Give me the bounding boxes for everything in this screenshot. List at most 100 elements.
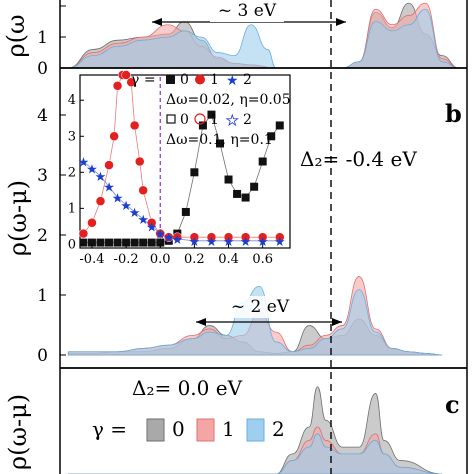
inset-xtick--0.2: -0.2: [114, 252, 139, 267]
inset-ytick-3: 3: [68, 129, 76, 144]
panel-c-series-gamma-0: [68, 386, 443, 474]
inset-legend-params-1: Δω=0.02, η=0.05: [166, 92, 291, 108]
panel-a-gap-label-bg: [210, 2, 284, 22]
panel-b-gap-arrow: [196, 318, 342, 326]
inset-legend-label-0b: 0: [180, 112, 189, 128]
panel-c-series-gamma-2: [68, 433, 443, 474]
panel-b-ylabel: ρ(ω-μ): [4, 180, 32, 256]
panel-b-ytick-3: 3: [37, 166, 48, 186]
inset-point-gamma-2: ★: [120, 199, 132, 214]
inset-point-gamma-0: [267, 132, 276, 141]
inset-ytick-2: 2: [68, 165, 76, 180]
panel-c-legend-swatch-1: [196, 418, 215, 442]
inset-point-gamma-0: [96, 238, 105, 247]
inset-legend-gamma: γ =: [131, 72, 156, 88]
inset-point-gamma-0: [113, 238, 122, 247]
inset-xtick-0.6: 0.6: [252, 252, 273, 267]
inset-point-gamma-1: [275, 232, 285, 242]
inset-legend-params-2: Δω=0.1, η=0.1: [166, 132, 273, 148]
inset-xtick-0.4: 0.4: [218, 252, 239, 267]
panel-b-series-gamma-2: [67, 285, 443, 356]
inset-point-gamma-1: [109, 131, 119, 142]
inset-point-gamma-2: ★: [189, 235, 201, 250]
inset-ytick-1: 1: [68, 201, 76, 216]
inset-point-gamma-0: [105, 238, 114, 247]
inset-points: ★★★★★★★★★★★★ ★ ★ ★ ★ ★ ★: [78, 70, 286, 250]
inset-xtick-0.2: 0.2: [184, 252, 205, 267]
inset-point-gamma-2: ★: [129, 206, 141, 221]
inset: ★★★★★★★★★★★★ ★ ★ ★ ★ ★ ★ -0.4 -0.2 0.0 0.2 0.4 0.6 …: [68, 70, 291, 267]
inset-legend-marker-1-filled: [195, 74, 205, 85]
inset-point-gamma-2: ★: [223, 235, 235, 250]
inset-line-gamma-2: [83, 161, 280, 242]
panel-a-ytick-1: 1: [37, 28, 48, 48]
inset-point-gamma-0: [275, 121, 284, 130]
panel-a-ytick-0: 0: [37, 59, 48, 79]
inset-yticks: 0 1 2 3 4: [68, 93, 84, 252]
inset-point-gamma-0: [241, 193, 250, 202]
inset-point-gamma-0: [122, 238, 131, 247]
inset-point-gamma-2: ★: [86, 163, 98, 178]
inset-point-gamma-2: ★: [78, 156, 90, 171]
inset-point-gamma-0: [216, 139, 224, 148]
inset-point-gamma-0: [250, 182, 259, 191]
panel-c-legend: γ = 0 1 2: [92, 417, 285, 442]
inset-point-gamma-0: [156, 238, 165, 247]
inset-legend-label-2: 2: [243, 72, 252, 88]
inset-point-gamma-2: ★: [274, 235, 286, 250]
panel-c-areas: [68, 386, 443, 474]
inset-legend-label-0: 0: [180, 72, 189, 88]
inset-legend: γ = 0 1 ★ 2 Δω=0.02, η=0.05 0 1 ★ 2 Δω=0…: [131, 72, 291, 148]
panel-a-gap-label: ~ 3 eV: [218, 1, 277, 21]
inset-legend-marker-0-open: [166, 114, 176, 124]
inset-xtick-0.0: 0.0: [150, 252, 171, 267]
panel-b-gap-label-bg: [222, 296, 298, 318]
inset-point-gamma-2: ★: [112, 192, 124, 207]
inset-point-gamma-2: ★: [103, 181, 115, 196]
panel-c-legend-swatch-2: [246, 418, 265, 442]
panel-c-legend-gamma: γ =: [92, 417, 127, 441]
panel-c: ρ(ω-μ) c Δ₂= 0.0 eV γ = 0 1 2: [4, 367, 468, 474]
inset-point-gamma-1: [104, 160, 114, 170]
inset-point-gamma-0: [79, 238, 88, 247]
panel-c-legend-label-0: 0: [172, 417, 185, 441]
inset-point-gamma-0: [258, 157, 267, 166]
inset-point-gamma-0: [87, 238, 96, 247]
inset-point-gamma-1: [129, 120, 140, 131]
panel-a: ρ(ω 0 1 ~ 3 eV: [2, 0, 468, 79]
inset-point-gamma-1: [78, 228, 89, 239]
inset-point-gamma-1: [95, 196, 106, 206]
inset-point-gamma-2: ★: [240, 235, 252, 250]
panel-b-ytick-4: 4: [37, 106, 48, 126]
inset-point-gamma-0: [130, 238, 139, 247]
inset-point-gamma-2: ★: [146, 220, 158, 235]
inset-legend-label-1b: 1: [210, 112, 219, 128]
panel-c-legend-label-2: 2: [272, 417, 285, 441]
inset-point-gamma-0: [181, 207, 190, 216]
inset-legend-marker-1-open: [194, 113, 206, 125]
inset-point-gamma-0: [190, 168, 199, 177]
panel-b-gap-label: ~ 2 eV: [231, 297, 290, 317]
panel-b-ytick-1: 1: [37, 286, 48, 306]
inset-legend-marker-2-filled: ★: [226, 73, 239, 89]
inset-point-gamma-1: [223, 232, 234, 242]
inset-point-gamma-1: [135, 156, 145, 167]
panel-a-series-gamma-2: [68, 8, 459, 69]
panel-c-ylabel: ρ(ω-μ): [4, 394, 32, 470]
panel-b-letter: b: [445, 99, 462, 128]
inset-legend-label-2b: 2: [243, 112, 252, 128]
inset-point-gamma-0: [198, 121, 207, 130]
panel-b-ytick-0: 0: [37, 346, 48, 366]
inset-ytick-4: 4: [68, 93, 76, 108]
panel-b-ytick-2: 2: [37, 226, 48, 246]
inset-point-gamma-2: ★: [154, 228, 166, 243]
inset-background: [79, 74, 291, 249]
inset-point-gamma-0: [207, 110, 216, 119]
inset-point-gamma-2: ★: [95, 170, 107, 185]
panel-c-letter: c: [445, 390, 460, 419]
inset-point-gamma-0: [224, 175, 233, 184]
inset-xticks: -0.4 -0.2 0.0 0.2 0.4 0.6: [79, 244, 273, 267]
panel-c-legend-label-1: 1: [222, 417, 235, 441]
inset-point-gamma-1: [189, 232, 200, 242]
